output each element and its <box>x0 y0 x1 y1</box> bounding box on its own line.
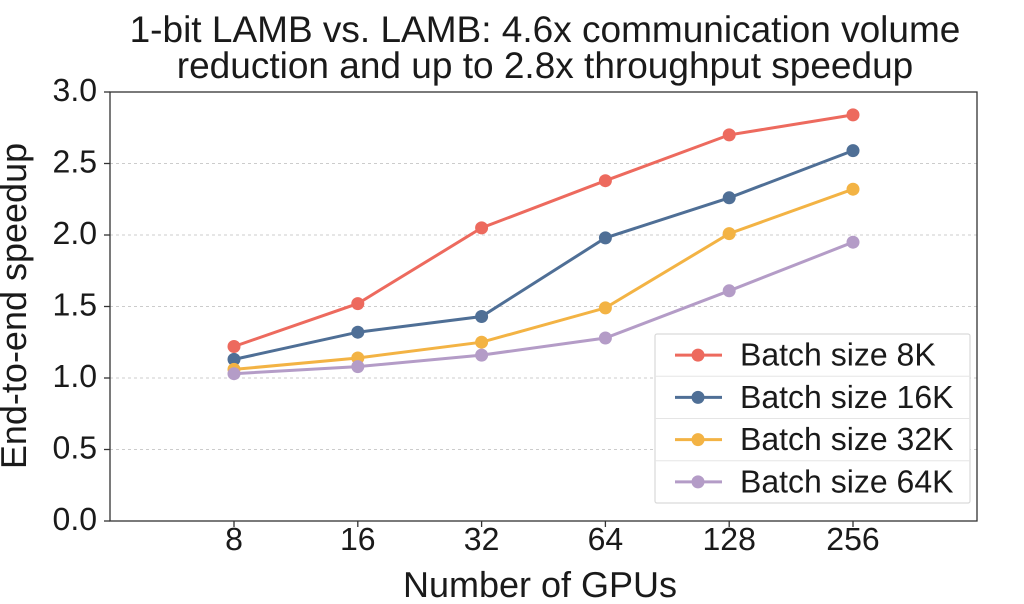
svg-text:Number of GPUs: Number of GPUs <box>403 564 677 604</box>
svg-text:Batch size 8K: Batch size 8K <box>740 337 936 373</box>
svg-text:64: 64 <box>588 521 624 557</box>
svg-text:16: 16 <box>340 521 376 557</box>
svg-text:End-to-end speedup: End-to-end speedup <box>0 143 34 469</box>
svg-text:1.0: 1.0 <box>53 358 97 394</box>
svg-text:reduction and up to 2.8x throu: reduction and up to 2.8x throughput spee… <box>177 45 913 86</box>
svg-text:Batch size 64K: Batch size 64K <box>740 463 953 499</box>
svg-text:2.0: 2.0 <box>53 215 97 251</box>
svg-text:1-bit LAMB vs. LAMB: 4.6x comm: 1-bit LAMB vs. LAMB: 4.6x communication … <box>130 9 961 50</box>
svg-text:1.5: 1.5 <box>53 287 97 323</box>
svg-text:Batch size 16K: Batch size 16K <box>740 379 953 415</box>
svg-text:Batch size 32K: Batch size 32K <box>740 421 953 457</box>
svg-text:2.5: 2.5 <box>53 144 97 180</box>
svg-text:128: 128 <box>703 521 756 557</box>
svg-text:256: 256 <box>826 521 879 557</box>
svg-text:8: 8 <box>225 521 243 557</box>
svg-text:0.0: 0.0 <box>53 501 97 537</box>
svg-text:0.5: 0.5 <box>53 430 97 466</box>
svg-text:3.0: 3.0 <box>53 72 97 108</box>
svg-text:32: 32 <box>464 521 500 557</box>
